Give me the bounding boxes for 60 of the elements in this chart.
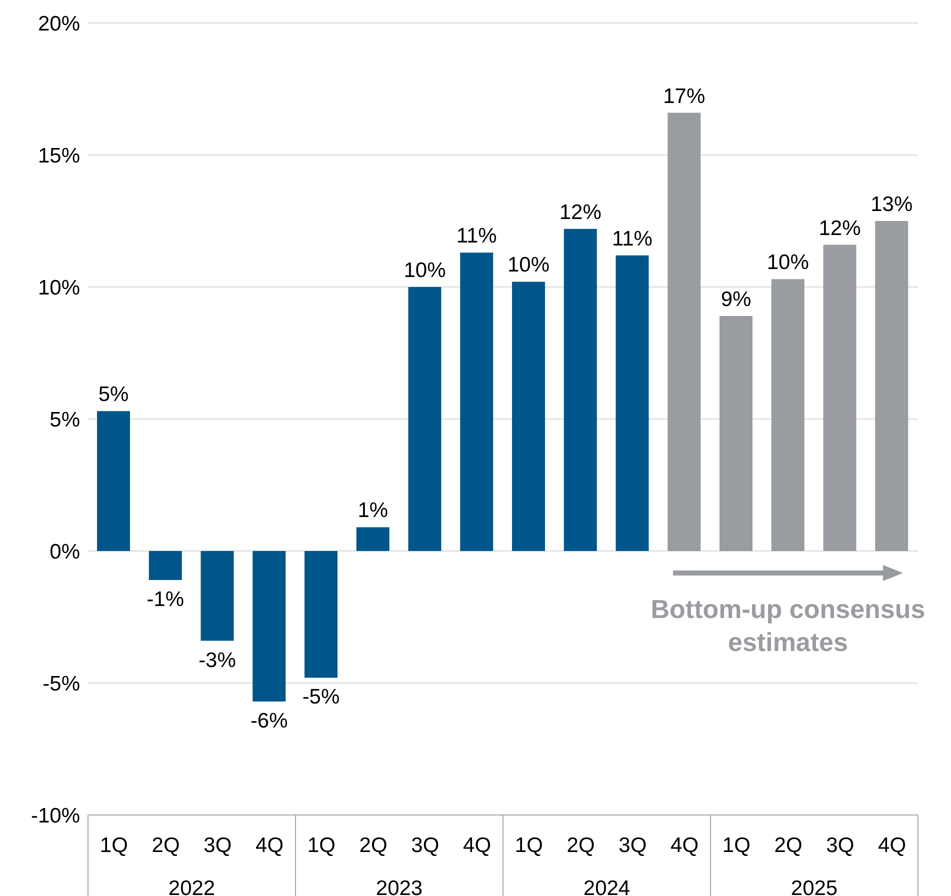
bar: [875, 221, 908, 551]
y-tick-label: -5%: [42, 672, 80, 696]
y-tick-label: 20%: [38, 12, 80, 36]
x-tick-label: 1Q: [100, 834, 128, 857]
bar: [771, 279, 804, 551]
bar: [616, 255, 649, 551]
y-tick-label: 15%: [38, 144, 80, 168]
x-tick-label: 4Q: [463, 834, 492, 857]
data-label: 12%: [559, 200, 602, 224]
data-label: -6%: [250, 709, 288, 732]
data-label: 10%: [507, 254, 550, 277]
data-label: -5%: [302, 686, 340, 709]
data-label: 17%: [663, 84, 706, 108]
text: 2022: [168, 877, 216, 896]
data-label: 12%: [818, 216, 861, 240]
data-label: 10%: [404, 259, 446, 282]
x-tick-label: 3Q: [618, 834, 647, 857]
bar: [460, 252, 494, 551]
x-tick-label: 4Q: [878, 834, 906, 857]
bar: [668, 112, 701, 551]
x-tick-label: 3Q: [411, 834, 440, 857]
x-tick-label: 1Q: [722, 834, 750, 857]
text: 2023: [376, 877, 423, 896]
bar: [356, 527, 390, 551]
data-label: 5%: [98, 383, 129, 406]
x-tick-label: 2Q: [152, 834, 180, 857]
x-tick-label: 1Q: [307, 834, 336, 857]
data-label: 9%: [720, 288, 752, 312]
bar: [823, 244, 856, 551]
data-label: 1%: [358, 499, 388, 522]
annotation: Bottom-up consensus estimates: [650, 593, 926, 659]
x-tick-label: 1Q: [514, 834, 543, 857]
bar: [564, 228, 597, 551]
y-tick-label: -10%: [30, 804, 80, 828]
bar: [148, 551, 182, 580]
bar: [252, 551, 286, 702]
data-label: 11%: [456, 224, 497, 248]
bar: [512, 282, 545, 551]
x-tick-label: 4Q: [256, 834, 284, 857]
data-label: 11%: [612, 227, 652, 250]
y-tick-label: 0%: [50, 540, 80, 564]
text: 2025: [790, 877, 838, 896]
data-label: -1%: [146, 588, 184, 612]
x-tick-label: 2Q: [566, 834, 595, 857]
x-tick-label: 2Q: [774, 834, 802, 857]
text: 2024: [583, 877, 630, 896]
x-tick-label: 4Q: [670, 834, 699, 857]
bar: [720, 316, 752, 551]
x-tick-label: 2Q: [359, 834, 388, 857]
bar: [200, 551, 234, 641]
y-tick-label: 5%: [50, 408, 80, 432]
x-tick-label: 3Q: [204, 834, 232, 857]
data-label: 13%: [870, 193, 913, 216]
y-tick-label: 10%: [38, 276, 80, 300]
bar: [304, 551, 338, 678]
data-label: -3%: [198, 648, 236, 672]
bar: [97, 411, 130, 551]
data-label: 10%: [766, 251, 809, 274]
bar: [408, 287, 442, 551]
x-tick-label: 3Q: [826, 834, 854, 857]
